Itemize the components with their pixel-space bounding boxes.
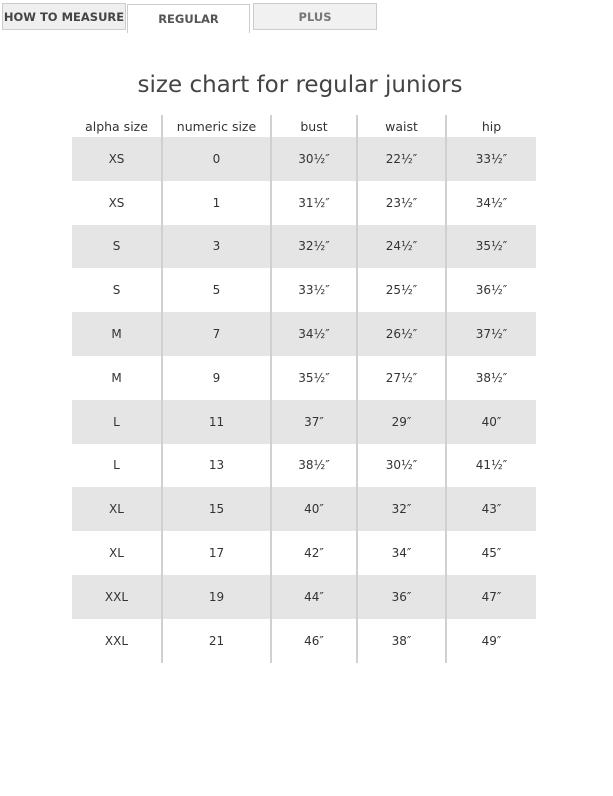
table-cell: XL (72, 487, 162, 532)
table-cell: 30½″ (356, 443, 446, 488)
table-header: alpha size numeric size bust waist hip (72, 115, 536, 137)
table-cell: S (72, 224, 162, 269)
table-cell: 1 (161, 180, 271, 225)
table-cell: 44″ (270, 574, 357, 619)
table-cell: 7 (161, 312, 271, 356)
table-cell: 9 (161, 355, 271, 400)
table-cell: 34½″ (445, 180, 536, 225)
size-chart-table: alpha size numeric size bust waist hip XS 0 30… (72, 115, 536, 663)
tab-regular[interactable]: REGULAR (127, 4, 250, 33)
table-cell: XL (109, 546, 124, 561)
table-cell: XS (108, 195, 125, 210)
table-row: XL 15 40″ 32″ 43″ (72, 487, 536, 532)
table-cell: 29″ (356, 399, 446, 444)
table-cell: 13 (161, 443, 271, 488)
table-cell: 22½″ (356, 137, 446, 181)
tab-plus[interactable]: PLUS (253, 3, 377, 30)
table-cell: 45″ (445, 531, 536, 575)
table-row: XL 17 42″ 34″ 45″ (72, 531, 536, 575)
table-cell: 38″ (356, 618, 446, 663)
table-cell: S (112, 283, 121, 298)
table-cell: 11 (161, 399, 271, 444)
table-cell: 35½″ (445, 224, 536, 269)
table-cell: 43″ (445, 487, 536, 532)
column-header: bust (270, 115, 357, 137)
table-row: S 5 33½″ 25½″ 36½″ (72, 268, 536, 313)
table-cell: 15 (161, 487, 271, 532)
table-cell: 46″ (270, 618, 357, 663)
column-header: hip (445, 115, 536, 137)
table-cell: 33½″ (445, 137, 536, 181)
table-cell: 5 (161, 268, 271, 313)
table-cell: 19 (161, 574, 271, 619)
table-cell: 31½″ (270, 180, 357, 225)
table-row: L 11 37″ 29″ 40″ (72, 399, 536, 444)
column-header: alpha size (85, 118, 148, 134)
table-cell: 23½″ (356, 180, 446, 225)
table-row: L 13 38½″ 30½″ 41½″ (72, 443, 536, 488)
table-cell: 17 (161, 531, 271, 575)
table-cell: 38½″ (270, 443, 357, 488)
table-cell: 49″ (445, 618, 536, 663)
table-row: XXL 21 46″ 38″ 49″ (72, 618, 536, 663)
table-cell: 40″ (270, 487, 357, 532)
table-cell: 21 (161, 618, 271, 663)
table-cell: L (113, 458, 120, 473)
table-cell: M (72, 312, 162, 356)
table-cell: 32″ (356, 487, 446, 532)
table-cell: XXL (104, 633, 129, 648)
table-cell: XS (72, 137, 162, 181)
table-cell: 3 (161, 224, 271, 269)
table-cell: 26½″ (356, 312, 446, 356)
tab-how-to-measure[interactable]: HOW TO MEASURE (2, 3, 126, 30)
table-cell: 38½″ (445, 355, 536, 400)
table-cell: 37″ (270, 399, 357, 444)
table-cell: XXL (72, 574, 162, 619)
table-cell: 36″ (356, 574, 446, 619)
table-row: XS 1 31½″ 23½″ 34½″ (72, 180, 536, 225)
table-cell: 34½″ (270, 312, 357, 356)
table-cell: 0 (161, 137, 271, 181)
table-cell: L (72, 399, 162, 444)
table-cell: 35½″ (270, 355, 357, 400)
table-cell: 33½″ (270, 268, 357, 313)
table-cell: 36½″ (445, 268, 536, 313)
table-cell: M (111, 370, 122, 385)
table-cell: 32½″ (270, 224, 357, 269)
page-title: size chart for regular juniors (137, 72, 463, 98)
column-header: waist (356, 115, 446, 137)
table-row: XXL 19 44″ 36″ 47″ (72, 574, 536, 619)
table-cell: 25½″ (356, 268, 446, 313)
column-header: numeric size (161, 115, 271, 137)
table-cell: 30½″ (270, 137, 357, 181)
table-row: M 7 34½″ 26½″ 37½″ (72, 312, 536, 356)
table-cell: 47″ (445, 574, 536, 619)
table-row: S 3 32½″ 24½″ 35½″ (72, 224, 536, 269)
table-row: M 9 35½″ 27½″ 38½″ (72, 355, 536, 400)
table-cell: 42″ (270, 531, 357, 575)
table-cell: 34″ (356, 531, 446, 575)
table-cell: 41½″ (445, 443, 536, 488)
table-cell: 40″ (445, 399, 536, 444)
table-row: XS 0 30½″ 22½″ 33½″ (72, 137, 536, 181)
table-cell: 37½″ (445, 312, 536, 356)
table-cell: 24½″ (356, 224, 446, 269)
table-cell: 27½″ (356, 355, 446, 400)
